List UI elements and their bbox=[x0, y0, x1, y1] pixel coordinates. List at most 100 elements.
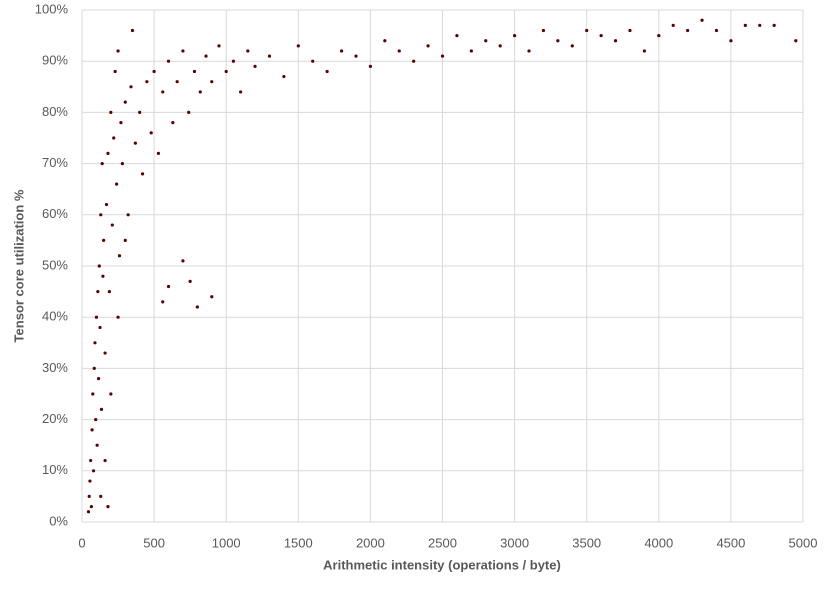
y-tick-label: 90% bbox=[42, 53, 68, 68]
x-tick-label: 2500 bbox=[428, 535, 457, 550]
point bbox=[772, 23, 776, 27]
point bbox=[90, 428, 94, 432]
point bbox=[99, 213, 103, 217]
point bbox=[89, 505, 93, 509]
point bbox=[96, 290, 100, 294]
point bbox=[758, 23, 762, 27]
point bbox=[246, 49, 250, 53]
y-tick-label: 40% bbox=[42, 309, 68, 324]
point bbox=[210, 295, 214, 299]
point bbox=[210, 80, 214, 84]
point bbox=[484, 39, 488, 43]
point bbox=[296, 44, 300, 48]
point bbox=[469, 49, 473, 53]
point bbox=[671, 23, 675, 27]
point bbox=[96, 377, 101, 381]
y-tick-label: 10% bbox=[42, 462, 68, 477]
point bbox=[188, 279, 192, 283]
point bbox=[794, 39, 798, 43]
point bbox=[217, 44, 221, 48]
point bbox=[104, 202, 109, 207]
point bbox=[556, 39, 560, 43]
point bbox=[93, 341, 97, 345]
point bbox=[181, 49, 185, 53]
y-tick-label: 50% bbox=[42, 257, 68, 272]
x-tick-label: 500 bbox=[143, 535, 165, 550]
point bbox=[686, 28, 690, 33]
point bbox=[133, 141, 137, 145]
point bbox=[700, 18, 704, 22]
y-tick-label: 60% bbox=[42, 206, 68, 221]
y-tick-label: 80% bbox=[42, 104, 68, 119]
point bbox=[106, 505, 110, 509]
point bbox=[426, 44, 430, 48]
x-tick-label: 1500 bbox=[284, 535, 313, 550]
point bbox=[195, 305, 199, 309]
point bbox=[95, 443, 99, 447]
point bbox=[129, 85, 133, 89]
point bbox=[397, 49, 401, 53]
point bbox=[123, 238, 127, 242]
point bbox=[115, 182, 119, 186]
point bbox=[86, 510, 91, 514]
x-axis-title: Arithmetic intensity (operations / byte) bbox=[323, 557, 561, 572]
point bbox=[253, 64, 257, 68]
point bbox=[107, 290, 111, 294]
x-tick-label: 5000 bbox=[789, 535, 818, 550]
point bbox=[126, 213, 130, 217]
point bbox=[455, 34, 459, 38]
point bbox=[541, 28, 546, 33]
x-tick-label: 4000 bbox=[644, 535, 673, 550]
point bbox=[110, 223, 114, 227]
point bbox=[94, 315, 99, 319]
point bbox=[657, 34, 661, 38]
point bbox=[339, 49, 344, 53]
y-tick-label: 30% bbox=[42, 360, 68, 375]
point bbox=[99, 407, 104, 411]
point bbox=[156, 151, 161, 155]
point bbox=[98, 325, 102, 330]
point bbox=[161, 90, 165, 94]
point bbox=[527, 49, 531, 53]
point bbox=[175, 80, 179, 84]
point bbox=[145, 80, 149, 84]
point bbox=[116, 49, 120, 53]
point bbox=[743, 23, 747, 27]
point bbox=[282, 74, 286, 79]
point bbox=[112, 136, 116, 140]
point bbox=[204, 54, 208, 58]
point bbox=[166, 284, 171, 289]
point bbox=[412, 59, 416, 63]
point bbox=[161, 300, 165, 304]
y-tick-label: 0% bbox=[49, 513, 68, 528]
x-tick-label: 1000 bbox=[212, 535, 241, 550]
point bbox=[368, 64, 372, 68]
point bbox=[94, 418, 98, 422]
point bbox=[140, 172, 145, 176]
y-axis-title: Tensor core utilization % bbox=[11, 189, 26, 342]
point bbox=[498, 44, 502, 48]
point bbox=[123, 100, 127, 104]
y-tick-label: 20% bbox=[42, 411, 68, 426]
point bbox=[513, 34, 517, 38]
point bbox=[311, 59, 315, 63]
point bbox=[383, 39, 387, 43]
point bbox=[714, 28, 719, 33]
point bbox=[231, 59, 236, 63]
x-tick-label: 3500 bbox=[572, 535, 601, 550]
point bbox=[103, 458, 107, 463]
point bbox=[152, 69, 156, 74]
point bbox=[171, 121, 175, 125]
point bbox=[224, 69, 228, 74]
point bbox=[101, 274, 105, 278]
point bbox=[149, 131, 153, 135]
point bbox=[599, 34, 603, 38]
point bbox=[92, 366, 96, 370]
point bbox=[109, 110, 113, 114]
point bbox=[166, 59, 171, 63]
point bbox=[239, 90, 243, 94]
point bbox=[120, 162, 124, 166]
point bbox=[99, 494, 103, 498]
x-tick-label: 4500 bbox=[716, 535, 745, 550]
